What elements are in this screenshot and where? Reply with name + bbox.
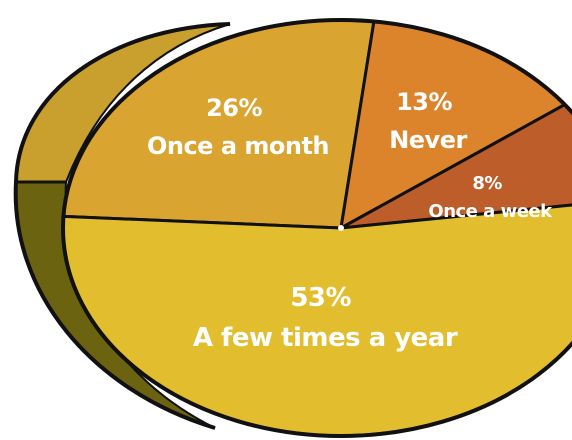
slice-pct-once-a-week: 8% (472, 173, 502, 194)
slice-pct-once-a-month: 26% (206, 94, 262, 122)
pie-center-dot (338, 225, 344, 231)
slice-name-never: Never (389, 126, 467, 154)
slice-label-once-a-week: 8% Once a week (428, 173, 553, 222)
slice-pct-never: 13% (396, 88, 452, 116)
pie-back-outline (13, 22, 231, 430)
slice-label-never: 13% Never (389, 88, 467, 154)
slice-name-once-a-month: Once a month (147, 132, 329, 160)
slice-name-a-few-times-a-year: A few times a year (193, 323, 458, 353)
slice-pct-a-few-times-a-year: 53% (290, 283, 351, 313)
slice-label-once-a-month: 26% Once a month (147, 94, 329, 160)
slice-name-once-a-week: Once a week (428, 201, 553, 222)
slice-label-a-few-times-a-year: 53% A few times a year (193, 283, 458, 353)
pie-front-outline (61, 18, 572, 438)
